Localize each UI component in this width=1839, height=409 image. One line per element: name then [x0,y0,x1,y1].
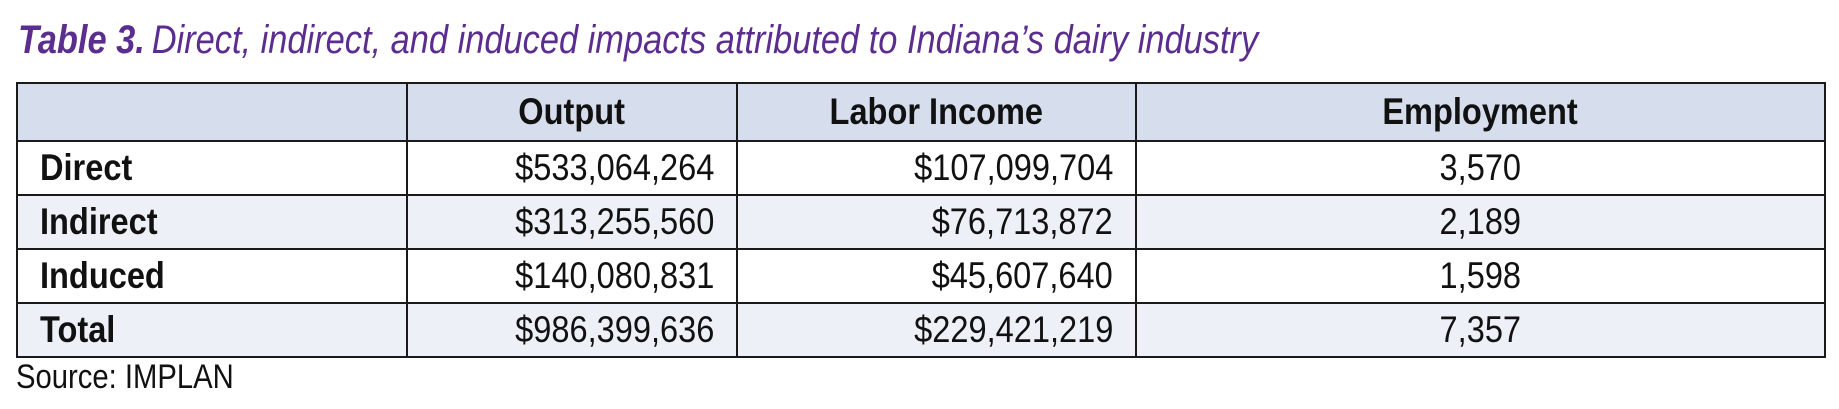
cell-output: $533,064,264 [406,140,738,196]
table-header-row: Output Labor Income Employment [16,82,1826,142]
cell-employment: 1,598 [1135,248,1826,304]
header-row-label [16,82,408,142]
row-label-direct: Direct [16,140,408,196]
row-label-indirect: Indirect [16,194,408,250]
cell-employment: 3,570 [1135,140,1826,196]
cell-output: $313,255,560 [406,194,738,250]
table-row: Induced $140,080,831 $45,607,640 1,598 [16,248,1826,304]
cell-labor-income: $45,607,640 [736,248,1137,304]
table-title: Direct, indirect, and induced impacts at… [151,18,1259,62]
header-output: Output [406,82,738,142]
source-note: Source: IMPLAN [16,358,234,396]
cell-employment: 7,357 [1135,302,1826,358]
header-employment: Employment [1135,82,1826,142]
cell-output: $986,399,636 [406,302,738,358]
table-caption: Table 3. Direct, indirect, and induced im… [18,12,1258,68]
header-labor-income: Labor Income [736,82,1137,142]
table-number: Table 3. [18,18,145,62]
impacts-table: Output Labor Income Employment Direct $5… [16,82,1826,358]
cell-labor-income: $229,421,219 [736,302,1137,358]
impacts-table-container: Output Labor Income Employment Direct $5… [16,82,1826,358]
table-row-total: Total $986,399,636 $229,421,219 7,357 [16,302,1826,358]
cell-output: $140,080,831 [406,248,738,304]
row-label-total: Total [16,302,408,358]
table-row: Direct $533,064,264 $107,099,704 3,570 [16,140,1826,196]
row-label-induced: Induced [16,248,408,304]
cell-employment: 2,189 [1135,194,1826,250]
table-row: Indirect $313,255,560 $76,713,872 2,189 [16,194,1826,250]
cell-labor-income: $107,099,704 [736,140,1137,196]
cell-labor-income: $76,713,872 [736,194,1137,250]
